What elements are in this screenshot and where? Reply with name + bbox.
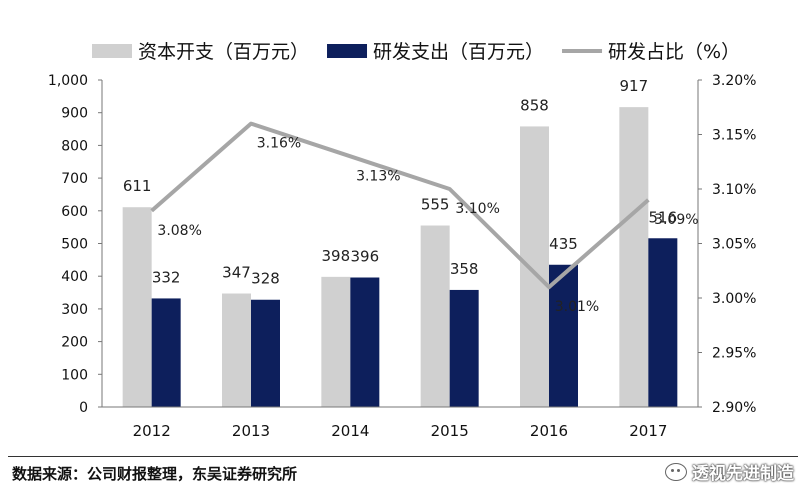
legend-swatch-1: [92, 44, 132, 58]
x-tick-label: 2015: [431, 422, 469, 440]
ratio-value-label: 3.01%: [555, 299, 599, 315]
bar-value-label: 611: [123, 177, 152, 195]
bar-value-label: 555: [421, 196, 450, 214]
bar-rnd-2012: [151, 298, 181, 407]
wechat-icon: [666, 463, 686, 480]
left-tick-label: 100: [61, 367, 88, 383]
bar-value-label: 917: [620, 77, 649, 95]
source-note: 数据来源：公司财报整理，东吴证券研究所: [12, 465, 298, 483]
bar-rnd-2013: [251, 299, 280, 407]
bar-capex-2016: [520, 126, 549, 408]
x-tick-label: 2017: [629, 422, 667, 440]
ratio-value-label: 3.08%: [157, 223, 201, 239]
ratio-value-label: 3.09%: [654, 212, 698, 228]
bars: 611 332 347 328 398 396 555 358 858 435 917 516: [122, 77, 678, 408]
watermark-text: 透视先进制造: [692, 464, 794, 484]
left-tick-label: 500: [61, 237, 88, 253]
bar-capex-2015: [420, 225, 450, 407]
left-tick-label: 300: [61, 302, 88, 318]
combo-chart: 资本开支（百万元） 研发支出（百万元） 研发占比（%） 0 100 200 300 400 5…: [48, 41, 757, 440]
bar-capex-2013: [222, 293, 251, 407]
right-tick-label: 3.20%: [712, 73, 756, 89]
right-tick-label: 2.90%: [712, 400, 756, 416]
ratio-line: [150, 121, 650, 290]
bar-value-label: 435: [549, 235, 578, 253]
bar-value-label: 858: [520, 96, 549, 114]
right-tick-label: 3.00%: [712, 291, 756, 307]
legend-label-1: 资本开支（百万元）: [138, 41, 309, 63]
bar-value-label: 328: [251, 270, 280, 288]
bar-rnd-2017: [648, 238, 678, 407]
right-tick-label: 2.95%: [712, 346, 756, 362]
x-tick-label: 2013: [232, 422, 270, 440]
legend-swatch-2: [327, 44, 368, 58]
left-tick-label: 600: [61, 204, 88, 220]
bar-capex-2017: [619, 107, 649, 408]
left-tick-label: 200: [61, 335, 88, 351]
bar-capex-2014: [321, 276, 351, 407]
bar-value-label: 347: [222, 264, 251, 282]
left-tick-label: 400: [61, 269, 88, 285]
right-tick-label: 3.10%: [712, 182, 756, 198]
x-axis: 2012 2013 2014 2015 2016 2017: [102, 406, 698, 440]
bar-value-label: 398: [322, 247, 351, 265]
legend-label-3: 研发占比（%）: [608, 41, 740, 63]
right-axis: 2.90% 2.95% 3.00% 3.05% 3.10% 3.15% 3.20%: [697, 73, 756, 416]
bar-rnd-2015: [449, 289, 479, 407]
watermark: 透视先进制造: [666, 459, 794, 484]
bar-value-label: 332: [152, 268, 181, 286]
left-tick-label: 900: [61, 106, 88, 122]
left-tick-label: 1,000: [48, 73, 88, 89]
bar-capex-2012: [122, 207, 152, 407]
left-tick-label: 700: [61, 171, 88, 187]
bar-value-label: 358: [450, 260, 479, 278]
bar-rnd-2016: [549, 264, 578, 407]
legend: 资本开支（百万元） 研发支出（百万元） 研发占比（%）: [92, 41, 740, 63]
bar-value-label: 396: [351, 248, 380, 266]
left-axis: 0 100 200 300 400 500 600 700 800 900 1,000: [48, 73, 103, 416]
footer: 数据来源：公司财报整理，东吴证券研究所 透视先进制造: [8, 456, 798, 487]
left-tick-label: 0: [79, 400, 88, 416]
x-tick-label: 2014: [331, 422, 369, 440]
right-tick-label: 3.15%: [712, 128, 756, 144]
ratio-line-layer: 3.08% 3.16% 3.13% 3.10% 3.01% 3.09%: [150, 121, 699, 315]
ratio-value-label: 3.13%: [356, 168, 400, 184]
bar-value-label: 516: [649, 208, 678, 226]
legend-label-2: 研发支出（百万元）: [373, 41, 544, 63]
ratio-value-label: 3.10%: [455, 201, 499, 217]
right-tick-label: 3.05%: [712, 237, 756, 253]
ratio-value-label: 3.16%: [257, 136, 301, 152]
left-tick-label: 800: [61, 138, 88, 154]
x-tick-label: 2012: [133, 422, 171, 440]
x-tick-label: 2016: [530, 422, 568, 440]
bar-rnd-2014: [350, 277, 380, 407]
